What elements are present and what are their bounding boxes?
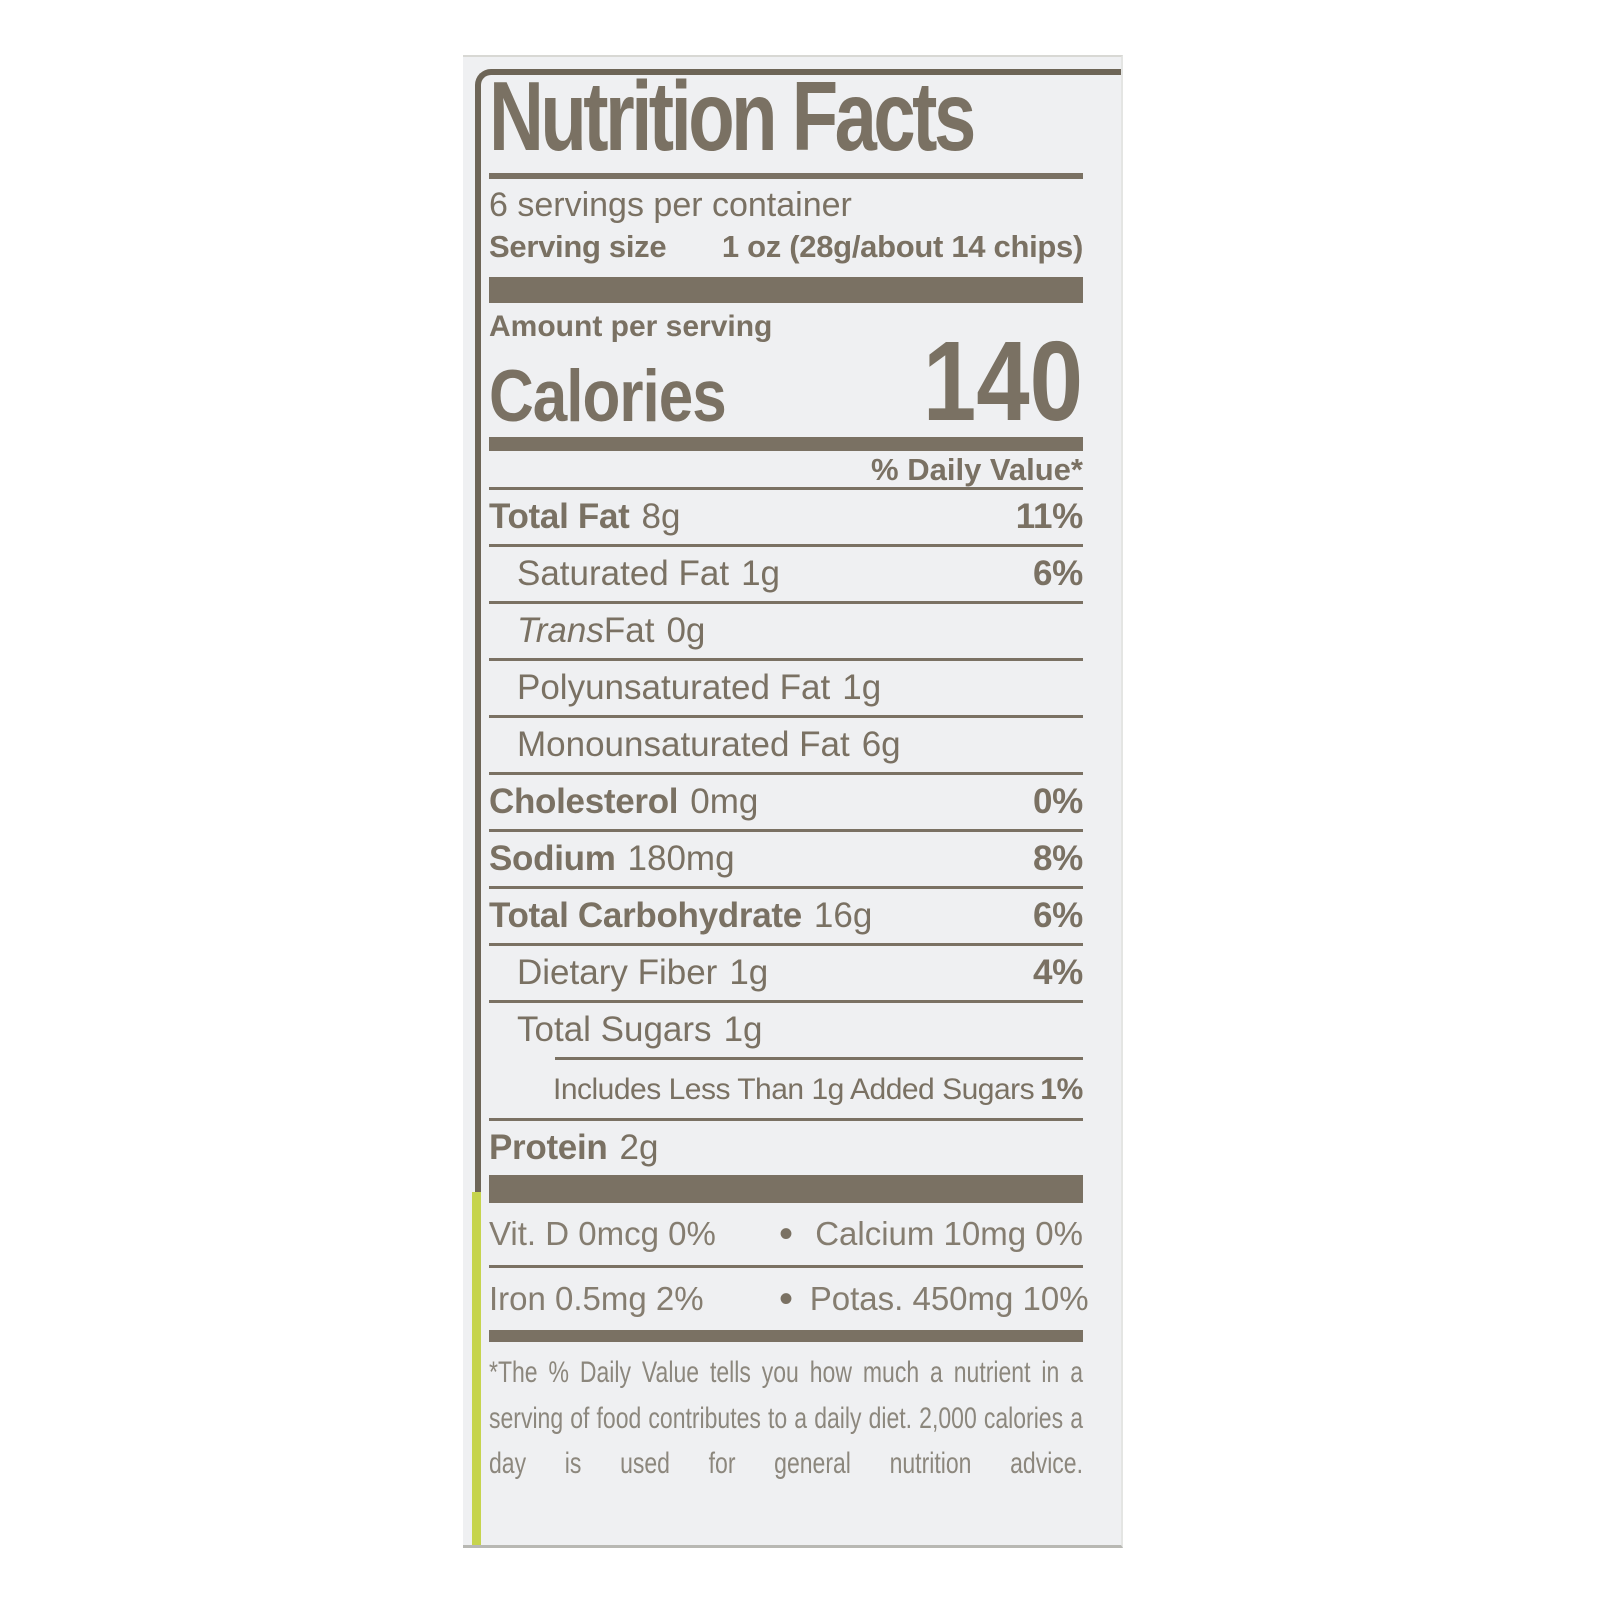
amount-per-serving-label: Amount per serving: [489, 310, 773, 344]
nutrient-name: Cholesterol: [489, 782, 679, 822]
nutrient-name: Total Fat: [489, 497, 630, 537]
label-content: Nutrition Facts 6 servings per container…: [463, 57, 1121, 1545]
nutrient-name: Sodium: [489, 839, 616, 879]
nutrient-name: Includes Less Than 1g Added Sugars: [553, 1072, 1035, 1106]
bullet-separator-icon: •: [778, 1211, 793, 1256]
nutrient-amount: 8g: [641, 497, 681, 537]
nutrient-amount: 1g: [741, 554, 781, 594]
bullet-separator-icon: •: [778, 1276, 793, 1321]
nutrient-amount: 6g: [861, 725, 901, 765]
separator-bar-footnote: [489, 1330, 1083, 1343]
nutrient-name-italic: Trans: [517, 611, 604, 651]
serving-size-value: 1 oz (28g/about 14 chips): [721, 229, 1083, 265]
nutrient-amount: 2g: [619, 1128, 659, 1168]
nutrient-name: Monounsaturated Fat: [517, 725, 850, 765]
micronutrient-potassium: Potas. 450mg 10%: [809, 1280, 1089, 1318]
row-trans-fat: Trans Fat 0g: [489, 601, 1083, 658]
row-total-fat: Total Fat 8g 11%: [489, 487, 1083, 544]
label-title: Nutrition Facts: [489, 61, 976, 173]
micronutrient-row-2: Iron 0.5mg 2% • Potas. 450mg 10%: [489, 1268, 1089, 1330]
nutrient-dv: 1%: [1040, 1072, 1083, 1106]
nutrient-name: Polyunsaturated Fat: [517, 668, 831, 708]
nutrient-name: Total Carbohydrate: [489, 896, 802, 936]
nutrient-amount: 0mg: [690, 782, 759, 822]
nutrient-name: Protein: [489, 1128, 608, 1168]
nutrient-dv: 11%: [1015, 497, 1084, 537]
calories-value: 140: [922, 318, 1083, 445]
nutrient-name: Dietary Fiber: [517, 953, 718, 993]
row-total-carbohydrate: Total Carbohydrate 16g 6%: [489, 886, 1083, 943]
row-total-sugars: Total Sugars 1g: [489, 1000, 1083, 1057]
added-sugars-partial-rule: [555, 1057, 1083, 1061]
row-sodium: Sodium 180mg 8%: [489, 829, 1083, 886]
serving-size-row: Serving size 1 oz (28g/about 14 chips): [489, 227, 1083, 267]
daily-value-header: % Daily Value*: [871, 452, 1083, 488]
row-cholesterol: Cholesterol 0mg 0%: [489, 772, 1083, 829]
daily-value-footnote: *The % Daily Value tells you how much a …: [489, 1355, 1083, 1481]
micronutrient-row-1: Vit. D 0mcg 0% • Calcium 10mg 0%: [489, 1203, 1083, 1265]
calories-label: Calories: [489, 356, 727, 439]
nutrient-amount: 180mg: [627, 839, 735, 879]
separator-bar-protein: [489, 1175, 1083, 1204]
row-dietary-fiber: Dietary Fiber 1g 4%: [489, 943, 1083, 1000]
nutrient-rows: Total Fat 8g 11% Saturated Fat 1g 6% Tra…: [489, 487, 1083, 1175]
row-monounsaturated-fat: Monounsaturated Fat 6g: [489, 715, 1083, 772]
nutrient-dv: 0%: [1033, 782, 1083, 822]
nutrition-label-panel: Nutrition Facts 6 servings per container…: [463, 55, 1123, 1548]
separator-bar-top: [489, 277, 1083, 304]
title-rule: [489, 173, 1083, 179]
nutrient-name: Total Sugars: [517, 1010, 712, 1050]
nutrient-amount: 1g: [729, 953, 769, 993]
row-saturated-fat: Saturated Fat 1g 6%: [489, 544, 1083, 601]
serving-size-label: Serving size: [489, 229, 667, 265]
nutrient-amount: 1g: [842, 668, 882, 708]
nutrient-amount: 0g: [666, 611, 706, 651]
calories-row: Calories 140: [489, 318, 1083, 445]
nutrient-dv: 6%: [1033, 554, 1083, 594]
separator-bar-calories: [489, 437, 1083, 452]
nutrient-name: Saturated Fat: [517, 554, 730, 594]
nutrient-dv: 6%: [1033, 896, 1083, 936]
row-protein: Protein 2g: [489, 1118, 1083, 1175]
package-edge-strip: [472, 1192, 481, 1545]
nutrient-dv: 8%: [1033, 839, 1083, 879]
micronutrient-iron: Iron 0.5mg 2%: [489, 1280, 704, 1318]
micronutrient-calcium: Calcium 10mg 0%: [815, 1215, 1083, 1253]
servings-per-container: 6 servings per container: [489, 186, 852, 224]
row-polyunsaturated-fat: Polyunsaturated Fat 1g: [489, 658, 1083, 715]
nutrient-dv: 4%: [1033, 953, 1083, 993]
micronutrient-rule: [489, 1265, 1083, 1269]
micronutrient-vit-d: Vit. D 0mcg 0%: [489, 1215, 716, 1253]
nutrient-amount: 1g: [723, 1010, 763, 1050]
row-added-sugars: Includes Less Than 1g Added Sugars 1%: [489, 1060, 1083, 1118]
nutrient-amount: 16g: [813, 896, 873, 936]
nutrient-name: Fat: [603, 611, 655, 651]
